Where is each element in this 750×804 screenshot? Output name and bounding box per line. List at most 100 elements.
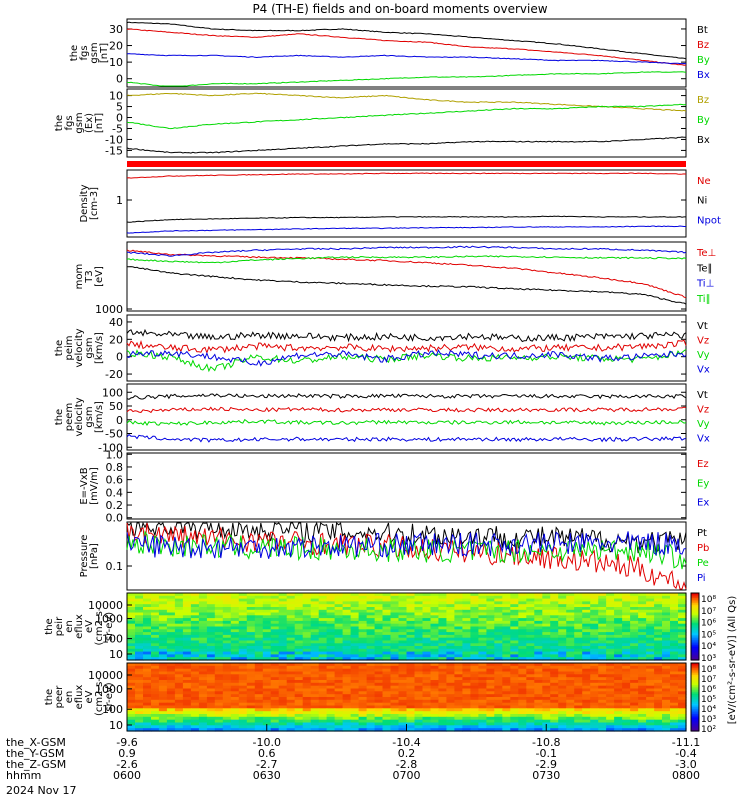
heatmap-cell [662,615,671,619]
heatmap-cell [302,632,312,636]
colorbar-cell [691,628,699,631]
heatmap-cell [374,637,384,642]
heatmap-cell [430,651,440,655]
colorbar-cell [691,609,699,613]
heatmap-cell [326,711,336,715]
heatmap-cell [430,682,440,687]
heatmap-cell [350,648,360,653]
heatmap-cell [294,657,304,661]
heatmap-cell [550,601,559,605]
heatmap-cell [358,618,368,622]
heatmap-cell [190,705,200,709]
heatmap-cell [270,682,280,687]
heatmap-cell [638,688,647,692]
panel-frame [126,383,687,451]
heatmap-cell [278,632,288,636]
heatmap-cell [366,668,376,673]
heatmap-cell [502,654,511,658]
heatmap-cell [198,702,208,707]
heatmap-cell [574,648,583,653]
heatmap-cell [151,702,160,707]
heatmap-cell [127,651,136,655]
heatmap-cell [143,657,152,661]
heatmap-cell [678,714,687,718]
heatmap-cell [462,668,471,673]
heatmap-cell [550,637,559,642]
heatmap-cell [638,637,647,642]
heatmap-cell [286,697,296,701]
heatmap-cell [422,632,432,636]
heatmap-cell [462,646,471,650]
heatmap-cell [638,716,647,721]
heatmap-cell [630,688,639,692]
heatmap-cell [678,643,687,647]
x-axis-group: -9.60.9-2.60600-10.00.6-2.70630-10.40.2-… [6,724,700,797]
heatmap-cell [222,719,232,724]
heatmap-cell [358,604,368,608]
heatmap-cell [246,646,256,650]
heatmap-cell [174,663,184,667]
heatmap-cell [502,643,511,647]
heatmap-cell [510,648,519,653]
heatmap-cell [662,725,671,729]
heatmap-cell [151,671,160,675]
heatmap-cell [198,626,208,630]
heatmap-cell [254,604,264,608]
heatmap-cell [630,705,639,709]
heatmap-cell [135,593,144,597]
heatmap-cell [182,725,192,729]
heatmap-cell [534,598,543,602]
y-tick-label: 0 [116,112,123,125]
heatmap-cell [254,711,264,715]
heatmap-cell [598,612,607,616]
heatmap-cell [406,598,416,602]
heatmap-cell [558,714,567,718]
heatmap-cell [430,609,440,614]
heatmap-cell [550,651,559,655]
heatmap-cell [214,677,224,681]
heatmap-cell [518,601,527,605]
heatmap-cell [534,711,543,715]
heatmap-cell [254,654,264,658]
heatmap-cell [598,657,607,661]
heatmap-cell [622,665,631,670]
heatmap-cell [446,640,455,644]
heatmap-cell [574,618,583,622]
heatmap-cell [398,728,408,732]
heatmap-cell [222,632,232,636]
heatmap-cell [278,643,288,647]
heatmap-cell [638,671,647,675]
heatmap-cell [135,657,144,661]
heatmap-cell [526,657,535,661]
heatmap-cell [374,629,384,633]
heatmap-cell [494,716,503,721]
heatmap-cell [678,620,687,625]
heatmap-cell [534,688,543,692]
heatmap-cell [494,668,503,673]
heatmap-cell [174,620,184,625]
heatmap-cell [574,671,583,675]
heatmap-cell [238,663,248,667]
colorbar-cell [691,631,699,634]
heatmap-cell [614,722,623,726]
heatmap-cell [246,722,256,726]
heatmap-cell [214,674,224,678]
heatmap-cell [662,654,671,658]
x-tick-label: -2.7 [256,758,277,771]
heatmap-cell [270,654,280,658]
heatmap-cell [470,677,479,681]
y-axis-label-line: (cm2-s- [94,607,105,645]
colorbar-tick-label: 10⁵ [701,695,716,705]
heatmap-cell [158,716,168,721]
heatmap-cell [182,626,192,630]
heatmap-cell [438,598,447,602]
heatmap-cell [590,657,599,661]
heatmap-cell [486,694,495,698]
heatmap-cell [558,682,567,687]
heatmap-cell [294,688,304,692]
heatmap-cell [558,604,567,608]
heatmap-cell [670,663,679,667]
heatmap-cell [646,682,655,687]
heatmap-cell [486,663,495,667]
heatmap-cell [358,648,368,653]
